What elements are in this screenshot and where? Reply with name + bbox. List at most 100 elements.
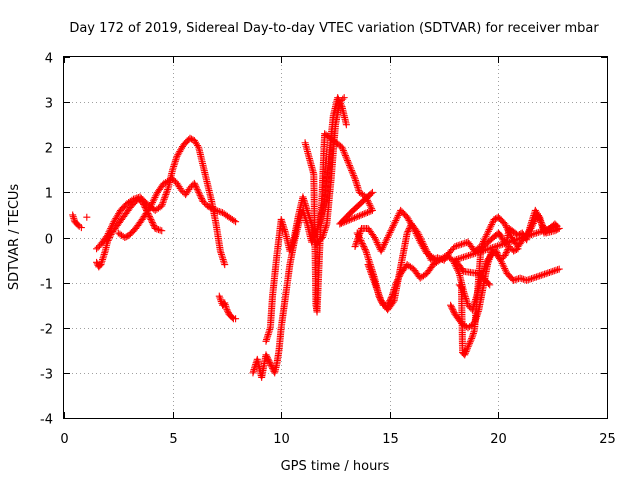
data-point-marker bbox=[356, 229, 364, 237]
data-point-marker bbox=[106, 226, 114, 234]
data-point-marker bbox=[368, 270, 376, 278]
data-point-marker bbox=[148, 200, 156, 208]
data-point-marker bbox=[345, 160, 353, 168]
data-point-marker bbox=[488, 219, 496, 227]
data-point-marker bbox=[386, 228, 394, 236]
data-point-marker bbox=[358, 240, 366, 248]
data-point-marker bbox=[448, 304, 456, 312]
data-point-marker bbox=[215, 208, 223, 216]
data-point-marker bbox=[194, 142, 202, 150]
data-point-marker bbox=[451, 243, 459, 251]
y-tick-label: -4 bbox=[40, 413, 53, 428]
data-point-marker bbox=[355, 212, 363, 220]
data-point-marker bbox=[539, 271, 547, 279]
data-point-marker bbox=[94, 243, 102, 251]
data-point-marker bbox=[108, 223, 116, 231]
data-point-marker bbox=[212, 206, 220, 214]
data-point-marker bbox=[512, 236, 520, 244]
data-point-marker bbox=[372, 237, 380, 245]
data-point-marker bbox=[146, 214, 154, 222]
data-point-marker bbox=[349, 170, 357, 178]
data-point-marker bbox=[501, 266, 509, 274]
data-point-marker bbox=[509, 237, 517, 245]
data-point-marker bbox=[501, 252, 509, 260]
data-point-marker bbox=[169, 175, 177, 183]
data-point-marker bbox=[365, 208, 373, 216]
data-point-marker bbox=[164, 186, 172, 194]
data-point-marker bbox=[364, 198, 372, 206]
y-tick-label: 1 bbox=[45, 187, 53, 202]
data-point-marker bbox=[529, 274, 537, 282]
x-tick-label: 10 bbox=[273, 432, 290, 447]
data-point-marker bbox=[538, 227, 546, 235]
data-point-marker bbox=[372, 282, 380, 290]
data-point-marker bbox=[415, 236, 423, 244]
data-point-marker bbox=[415, 235, 423, 243]
data-point-marker bbox=[374, 287, 382, 295]
data-point-marker bbox=[347, 215, 355, 223]
data-point-marker bbox=[461, 253, 469, 261]
data-point-marker bbox=[377, 295, 385, 303]
data-point-marker bbox=[366, 201, 374, 209]
data-point-marker bbox=[357, 211, 365, 219]
data-point-marker bbox=[499, 261, 507, 269]
data-point-marker bbox=[375, 292, 383, 300]
data-point-marker bbox=[513, 246, 520, 254]
data-point-marker bbox=[551, 223, 559, 231]
data-point-marker bbox=[366, 267, 374, 275]
data-point-marker bbox=[465, 252, 473, 260]
data-point-marker bbox=[414, 233, 422, 241]
data-point-marker bbox=[200, 199, 208, 207]
data-point-marker bbox=[334, 94, 342, 102]
data-point-marker bbox=[161, 192, 169, 200]
data-point-marker bbox=[482, 246, 490, 254]
data-point-marker bbox=[147, 202, 155, 210]
data-point-marker bbox=[147, 215, 155, 223]
data-point-marker bbox=[411, 226, 419, 234]
data-point-marker bbox=[389, 223, 397, 231]
data-point-marker bbox=[390, 220, 398, 228]
data-point-marker bbox=[502, 239, 510, 247]
data-point-marker bbox=[545, 225, 553, 233]
data-point-marker bbox=[221, 261, 229, 269]
data-point-marker bbox=[454, 241, 462, 249]
data-point-marker bbox=[524, 232, 532, 240]
data-point-marker bbox=[461, 351, 469, 359]
data-point-marker bbox=[447, 301, 455, 309]
data-point-marker bbox=[347, 165, 355, 173]
y-tick-label: -3 bbox=[40, 368, 53, 383]
data-point-marker bbox=[497, 256, 505, 264]
data-point-marker bbox=[409, 223, 417, 231]
data-point-marker bbox=[374, 288, 382, 296]
data-point-marker bbox=[348, 168, 356, 176]
data-point-marker bbox=[476, 248, 484, 256]
data-point-marker bbox=[393, 215, 401, 223]
data-point-marker bbox=[205, 203, 213, 211]
data-point-marker bbox=[346, 162, 354, 170]
data-point-marker bbox=[377, 247, 385, 255]
data-point-marker bbox=[549, 267, 557, 275]
data-point-marker bbox=[447, 247, 455, 255]
data-point-marker bbox=[339, 145, 347, 153]
data-point-marker bbox=[456, 282, 464, 290]
data-point-marker bbox=[148, 217, 156, 225]
data-point-marker bbox=[360, 243, 368, 251]
data-point-marker bbox=[232, 218, 240, 226]
data-point-marker bbox=[209, 205, 217, 213]
data-point-marker bbox=[537, 271, 545, 279]
data-point-marker bbox=[456, 241, 464, 249]
plot-frame bbox=[63, 56, 608, 419]
data-point-marker bbox=[392, 217, 400, 225]
data-point-marker bbox=[464, 301, 472, 309]
data-point-marker bbox=[148, 218, 156, 226]
data-point-marker bbox=[534, 272, 542, 280]
data-point-marker bbox=[511, 246, 519, 254]
data-point-marker bbox=[122, 233, 130, 241]
data-point-marker bbox=[103, 231, 111, 239]
data-point-marker bbox=[503, 247, 511, 255]
data-point-marker bbox=[507, 244, 515, 252]
data-point-marker bbox=[471, 249, 479, 257]
data-point-marker bbox=[186, 134, 194, 142]
data-point-marker bbox=[463, 344, 471, 352]
data-point-marker bbox=[481, 234, 489, 242]
